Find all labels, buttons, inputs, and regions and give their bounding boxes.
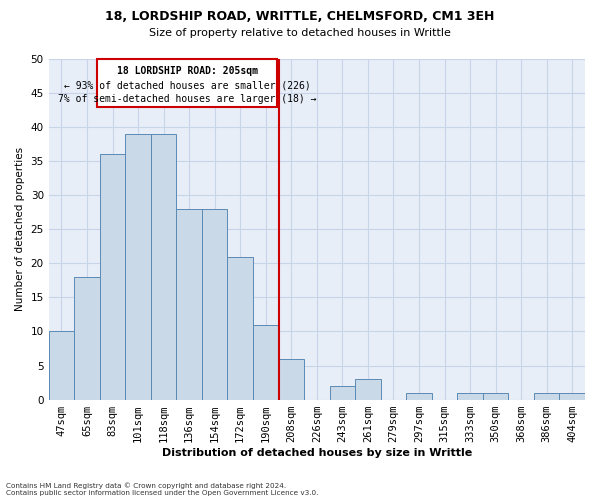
Text: Contains HM Land Registry data © Crown copyright and database right 2024.: Contains HM Land Registry data © Crown c…: [6, 482, 286, 489]
Bar: [49, 332, 74, 400]
Text: Size of property relative to detached houses in Writtle: Size of property relative to detached ho…: [149, 28, 451, 38]
Bar: [355, 379, 380, 400]
Bar: [253, 324, 278, 400]
Text: ← 93% of detached houses are smaller (226): ← 93% of detached houses are smaller (22…: [64, 81, 311, 91]
Bar: [100, 154, 125, 400]
Bar: [483, 393, 508, 400]
Bar: [457, 393, 483, 400]
Text: 7% of semi-detached houses are larger (18) →: 7% of semi-detached houses are larger (1…: [58, 94, 316, 104]
Text: 18, LORDSHIP ROAD, WRITTLE, CHELMSFORD, CM1 3EH: 18, LORDSHIP ROAD, WRITTLE, CHELMSFORD, …: [106, 10, 494, 23]
Bar: [329, 386, 355, 400]
Bar: [227, 256, 253, 400]
Bar: [406, 393, 432, 400]
Bar: [278, 358, 304, 400]
Bar: [125, 134, 151, 400]
Bar: [559, 393, 585, 400]
X-axis label: Distribution of detached houses by size in Writtle: Distribution of detached houses by size …: [162, 448, 472, 458]
Y-axis label: Number of detached properties: Number of detached properties: [15, 147, 25, 312]
Text: 18 LORDSHIP ROAD: 205sqm: 18 LORDSHIP ROAD: 205sqm: [117, 66, 258, 76]
Bar: [176, 209, 202, 400]
Text: Contains public sector information licensed under the Open Government Licence v3: Contains public sector information licen…: [6, 490, 319, 496]
Bar: [151, 134, 176, 400]
Bar: [202, 209, 227, 400]
Bar: [74, 277, 100, 400]
FancyBboxPatch shape: [97, 59, 277, 106]
Bar: [534, 393, 559, 400]
